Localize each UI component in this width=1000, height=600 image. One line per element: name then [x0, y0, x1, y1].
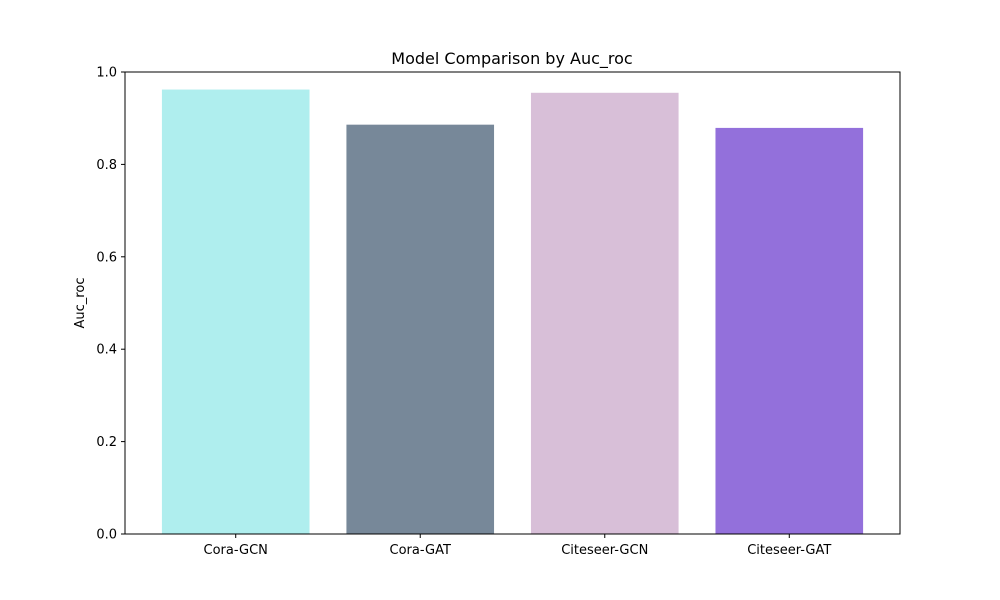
y-axis-label: Auc_roc	[73, 278, 88, 329]
bar-citeseer-gcn	[530, 92, 679, 534]
bar-cora-gcn	[161, 89, 310, 534]
y-tick-label: 0.2	[96, 435, 117, 450]
bars-group	[161, 89, 864, 534]
bar-citeseer-gat	[715, 127, 864, 534]
x-tick-label: Citeseer-GCN	[561, 543, 648, 558]
bar-cora-gat	[346, 124, 495, 534]
y-tick-label: 0.4	[96, 343, 117, 358]
y-tick-label: 0.8	[96, 158, 117, 173]
x-tick-label: Cora-GCN	[204, 543, 268, 558]
x-axis-ticks: Cora-GCN Cora-GAT Citeseer-GCN Citeseer-GAT	[204, 534, 831, 558]
x-tick-label: Cora-GAT	[390, 543, 451, 558]
chart-title: Model Comparison by Auc_roc	[391, 49, 632, 69]
x-tick-label: Citeseer-GAT	[747, 543, 831, 558]
plot-frame	[124, 71, 901, 535]
y-axis-ticks: 0.0 0.2 0.4 0.6 0.8 1.0	[96, 66, 125, 543]
y-tick-label: 1.0	[96, 66, 117, 81]
y-tick-label: 0.6	[96, 250, 117, 265]
y-tick-label: 0.0	[96, 528, 117, 543]
